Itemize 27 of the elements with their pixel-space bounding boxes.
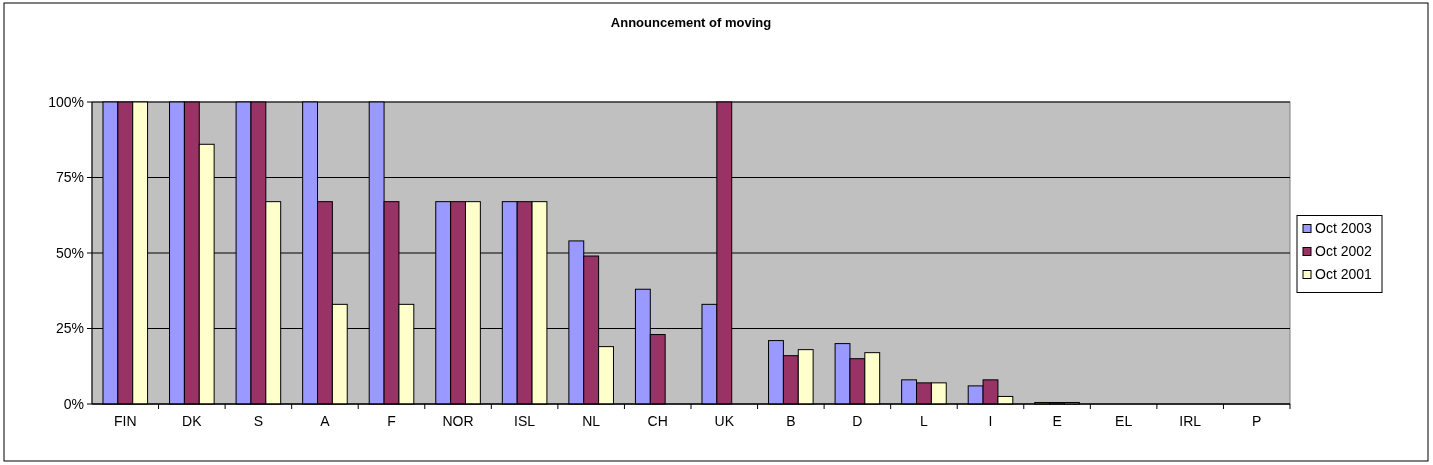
x-tick-label: NOR [442, 413, 474, 429]
x-tick-label: L [920, 413, 929, 429]
x-tick-label: FIN [114, 413, 137, 429]
x-tick-label: DK [182, 413, 203, 429]
y-tick-label: 100% [48, 93, 84, 110]
y-tick-label: 25% [55, 320, 84, 337]
x-tick-label: D [852, 413, 863, 429]
x-tick-label: B [786, 413, 796, 429]
x-tick-label: CH [647, 413, 668, 429]
x-tick-label: I [988, 413, 993, 429]
legend-label: Oct 2002 [1315, 243, 1373, 260]
x-tick-label: ISL [514, 413, 536, 429]
x-tick-label: EL [1115, 413, 1133, 429]
legend-label: Oct 2003 [1315, 220, 1373, 237]
y-tick-label: 75% [55, 169, 84, 186]
x-tick-label: F [387, 413, 396, 429]
x-tick-label: IRL [1179, 413, 1202, 429]
y-tick-label: 50% [55, 244, 84, 261]
x-tick-label: S [253, 413, 264, 429]
x-tick-label: E [1052, 413, 1062, 429]
x-tick-label: P [1252, 413, 1262, 429]
y-tick-label: 0% [63, 395, 84, 412]
x-tick-label: UK [714, 413, 735, 429]
chart-title: Announcement of moving [610, 15, 772, 30]
legend-label: Oct 2001 [1315, 266, 1373, 283]
x-tick-label: A [320, 413, 331, 429]
x-tick-label: NL [582, 413, 601, 429]
